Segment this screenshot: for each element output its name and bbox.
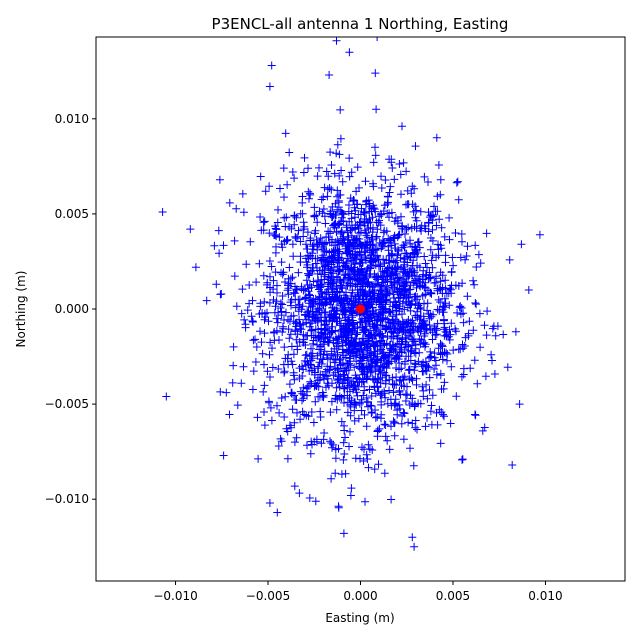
plus-marker-series <box>158 37 544 551</box>
x-tick-label: 0.010 <box>528 589 562 603</box>
center-point <box>356 304 365 314</box>
x-tick-label: −0.005 <box>246 589 290 603</box>
x-axis: −0.010 −0.005 0.000 0.005 0.010 <box>153 581 563 603</box>
x-tick-label: −0.010 <box>153 589 197 603</box>
data-points <box>158 37 544 551</box>
x-tick-label: 0.005 <box>436 589 470 603</box>
x-axis-label: Easting (m) <box>325 611 394 625</box>
y-axis: −0.010 −0.005 0.000 0.005 0.010 <box>45 112 96 506</box>
y-tick-label: −0.010 <box>45 492 89 506</box>
y-axis-label: Northing (m) <box>14 271 28 348</box>
x-tick-label: 0.000 <box>343 589 377 603</box>
chart-title: P3ENCL-all antenna 1 Northing, Easting <box>212 15 509 33</box>
center-point-layer <box>356 304 365 314</box>
y-tick-label: 0.000 <box>55 302 89 316</box>
y-tick-label: 0.005 <box>55 207 89 221</box>
y-tick-label: −0.005 <box>45 397 89 411</box>
y-tick-label: 0.010 <box>55 112 89 126</box>
